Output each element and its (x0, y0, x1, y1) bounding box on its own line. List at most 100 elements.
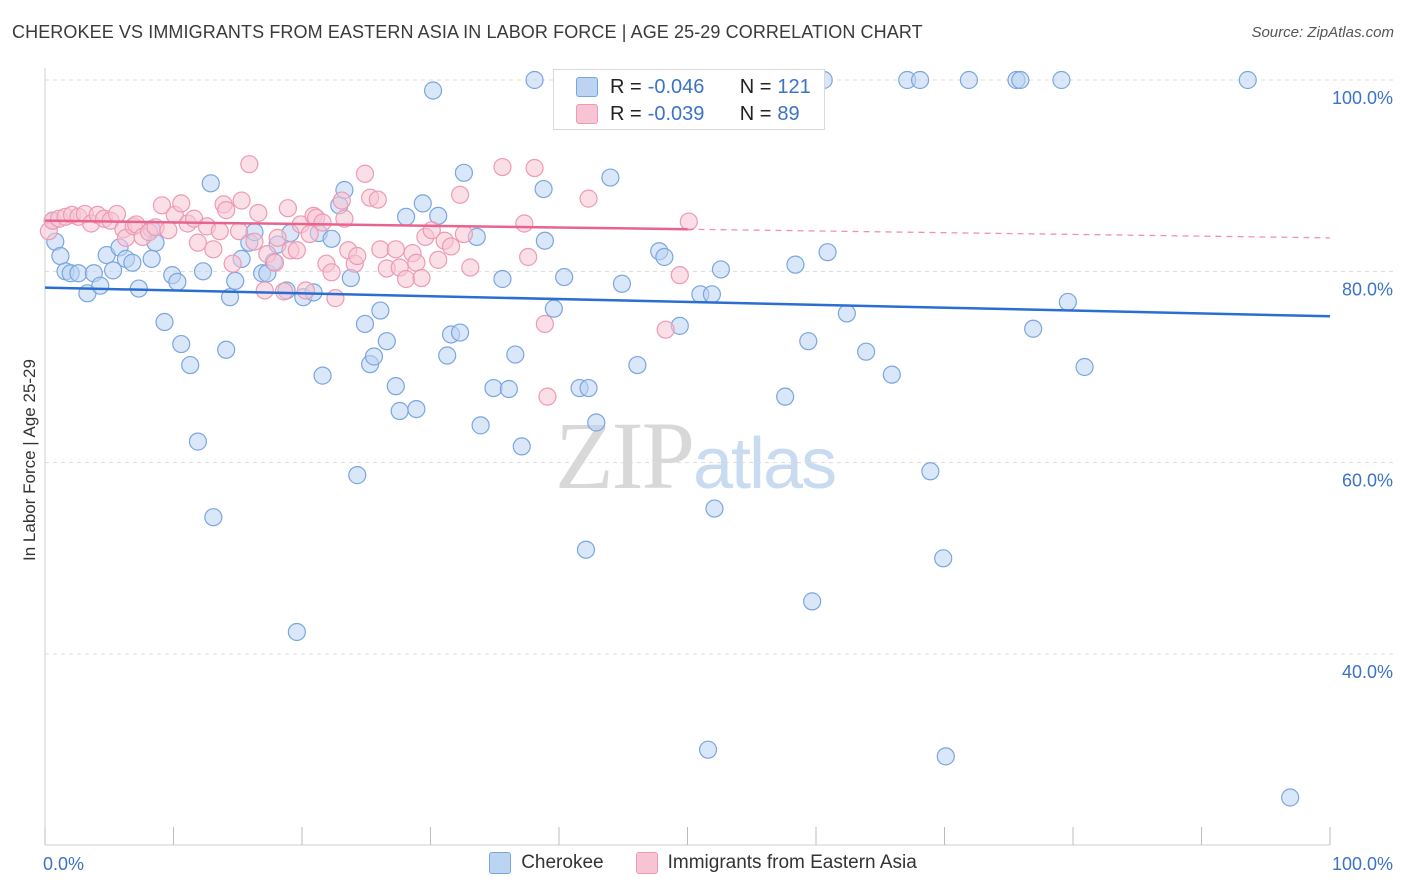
cherokee-point (69, 264, 88, 283)
cherokee-point (413, 194, 432, 213)
cherokee-point (181, 355, 200, 375)
eastern-asia-point (454, 224, 474, 244)
cherokee-point (226, 271, 245, 290)
eastern-asia-point (461, 258, 480, 277)
watermark-zip: ZIP (555, 402, 695, 509)
cherokee-point (407, 399, 426, 419)
eastern-asia-point (326, 289, 345, 308)
eastern-asia-point (407, 253, 426, 272)
cherokee-point (168, 272, 187, 291)
cherokee-point (51, 246, 70, 266)
cherokee-point (799, 332, 818, 351)
eastern-asia-point (348, 246, 367, 266)
legend-item-eastern-asia[interactable]: Immigrants from Eastern Asia (635, 852, 917, 874)
cherokee-point (1024, 319, 1043, 338)
cherokee-point (857, 342, 876, 361)
cherokee-point (377, 332, 396, 351)
cherokee-point (1281, 788, 1300, 807)
cherokee-point (534, 179, 553, 199)
legend-swatch-cherokee (576, 77, 598, 97)
eastern-asia-point (287, 241, 306, 260)
legend-row-eastern-asia: R = -0.039 N = 89 (576, 102, 800, 126)
cherokee-point (936, 747, 955, 766)
n-label: N = (739, 75, 772, 98)
cherokee-point (934, 549, 953, 568)
eastern-asia-trend-extension (687, 228, 1331, 239)
cherokee-point (698, 740, 718, 759)
cherokee-point (910, 70, 930, 90)
eastern-asia-point (355, 164, 375, 183)
cherokee-point (355, 314, 375, 334)
n-label: N = (739, 102, 772, 125)
cherokee-point (484, 378, 503, 398)
eastern-asia-point (429, 250, 448, 269)
cherokee-point (371, 301, 390, 320)
cherokee-point (818, 243, 837, 262)
n-value: 89 (777, 102, 800, 125)
eastern-asia-point (265, 253, 285, 272)
cherokee-point (104, 261, 123, 280)
y-tick-label: 60.0% (1342, 471, 1393, 491)
cherokee-point (786, 255, 805, 274)
eastern-asia-point (368, 190, 387, 209)
cherokee-point (386, 377, 405, 396)
cherokee-point (423, 81, 443, 100)
eastern-asia-point (332, 191, 351, 210)
eastern-asia-point (412, 268, 431, 288)
cherokee-point (471, 416, 490, 435)
n-value: 121 (777, 75, 811, 98)
eastern-asia-point (313, 213, 332, 232)
cherokee-point (204, 508, 223, 527)
cherokee-point (555, 267, 574, 287)
eastern-asia-point (493, 157, 512, 177)
correlation-legend: R = -0.046 N = 121 R = -0.039 N = 89 (553, 69, 825, 130)
cherokee-point (587, 413, 606, 432)
eastern-asia-point (152, 196, 172, 215)
cherokee-point (655, 247, 674, 267)
cherokee-point (628, 355, 647, 375)
cherokee-point (506, 345, 525, 364)
cherokee-trend-line (44, 286, 1331, 318)
cherokee-point (1058, 292, 1077, 312)
y-tick-label: 40.0% (1342, 662, 1393, 682)
cherokee-point (438, 346, 457, 365)
cherokee-point (601, 168, 620, 187)
eastern-asia-point (441, 237, 461, 256)
cherokee-point (803, 592, 822, 611)
eastern-asia-point (249, 203, 268, 223)
eastern-asia-point (538, 387, 557, 406)
legend-item-cherokee[interactable]: Cherokee (489, 852, 604, 874)
eastern-asia-point (245, 232, 264, 251)
eastern-asia-point (300, 224, 319, 244)
eastern-asia-point (519, 247, 538, 267)
legend-swatch-eastern-asia (635, 852, 658, 874)
eastern-asia-point (396, 269, 416, 289)
cherokee-point (1075, 357, 1094, 377)
eastern-asia-point (278, 199, 297, 218)
cherokee-point (155, 312, 174, 332)
r-label: R = (610, 75, 642, 98)
y-tick-label: 80.0% (1342, 279, 1393, 299)
cherokee-point (454, 163, 474, 182)
eastern-asia-point (274, 282, 294, 301)
y-tick-label: 100.0% (1332, 88, 1393, 108)
cherokee-point (172, 334, 191, 354)
legend-label-cherokee: Cherokee (521, 852, 604, 873)
cherokee-point (201, 174, 220, 193)
cherokee-point (390, 401, 409, 421)
eastern-asia-point (255, 281, 274, 300)
cherokee-point (348, 466, 367, 485)
eastern-asia-point (268, 228, 287, 247)
eastern-asia-point (579, 189, 598, 208)
cherokee-point (450, 323, 470, 342)
chart-title: CHEROKEE VS IMMIGRANTS FROM EASTERN ASIA… (12, 22, 923, 42)
cherokee-point (576, 540, 596, 559)
cherokee-point (702, 285, 722, 304)
cherokee-point (1052, 70, 1071, 90)
eastern-asia-point (515, 214, 534, 233)
cherokee-point (188, 432, 208, 451)
cherokee-point (1011, 70, 1030, 90)
eastern-asia-point (525, 158, 544, 178)
series-cherokee (43, 70, 1300, 807)
